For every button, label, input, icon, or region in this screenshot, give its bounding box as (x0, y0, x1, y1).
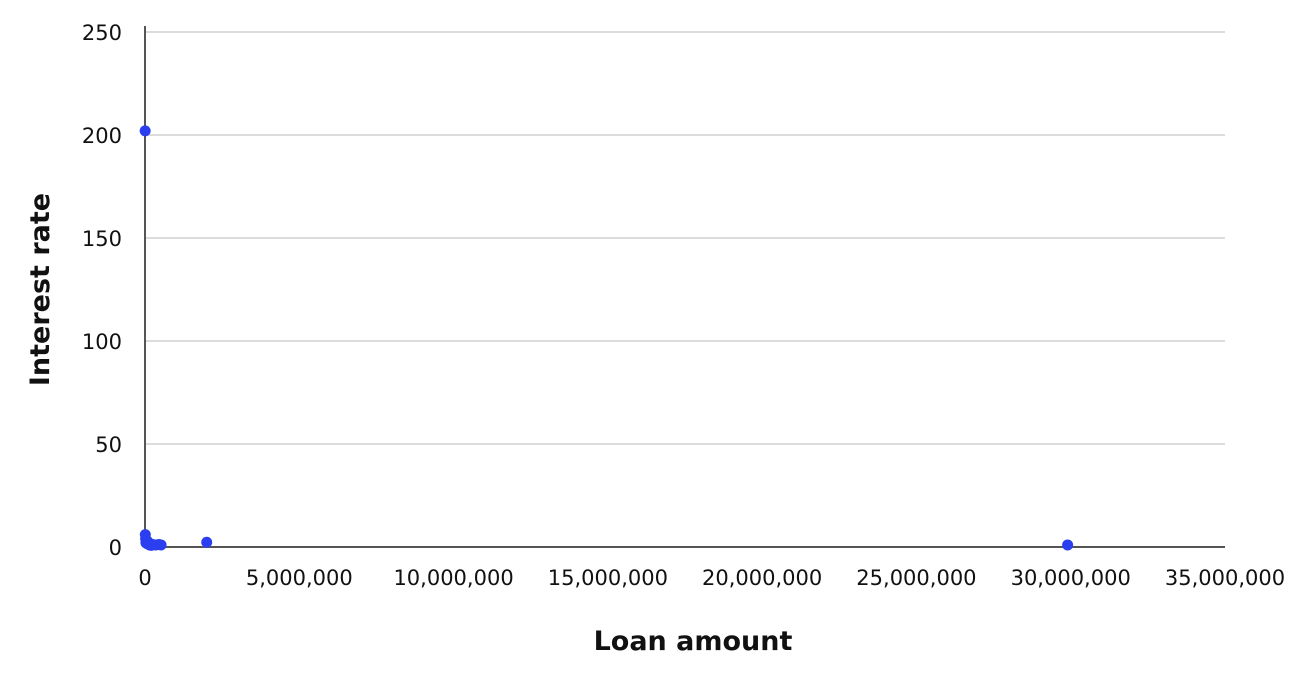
y-tick-labels: 0 50 100 150 200 250 (82, 21, 122, 560)
y-tick-label: 200 (82, 124, 122, 148)
x-tick-label: 30,000,000 (1011, 566, 1131, 590)
data-points (139, 125, 1074, 551)
x-tick-label: 10,000,000 (393, 566, 513, 590)
y-tick-label: 250 (82, 21, 122, 45)
x-tick-label: 20,000,000 (702, 566, 822, 590)
x-tick-label: 15,000,000 (548, 566, 668, 590)
x-tick-label: 25,000,000 (856, 566, 976, 590)
x-tick-label: 0 (138, 566, 151, 590)
x-tick-label: 5,000,000 (246, 566, 353, 590)
data-point (1062, 539, 1074, 551)
x-tick-labels: 0 5,000,000 10,000,000 15,000,000 20,000,000… (138, 566, 1285, 590)
y-axis-title: Interest rate (25, 193, 56, 386)
data-point (201, 536, 213, 548)
y-tick-label: 150 (82, 227, 122, 251)
gridlines (145, 31, 1225, 445)
data-point (139, 125, 151, 137)
x-axis-title: Loan amount (594, 626, 793, 657)
data-point (155, 539, 167, 551)
y-tick-label: 0 (109, 536, 122, 560)
y-tick-label: 100 (82, 330, 122, 354)
x-tick-label: 35,000,000 (1165, 566, 1285, 590)
y-tick-label: 50 (95, 433, 122, 457)
